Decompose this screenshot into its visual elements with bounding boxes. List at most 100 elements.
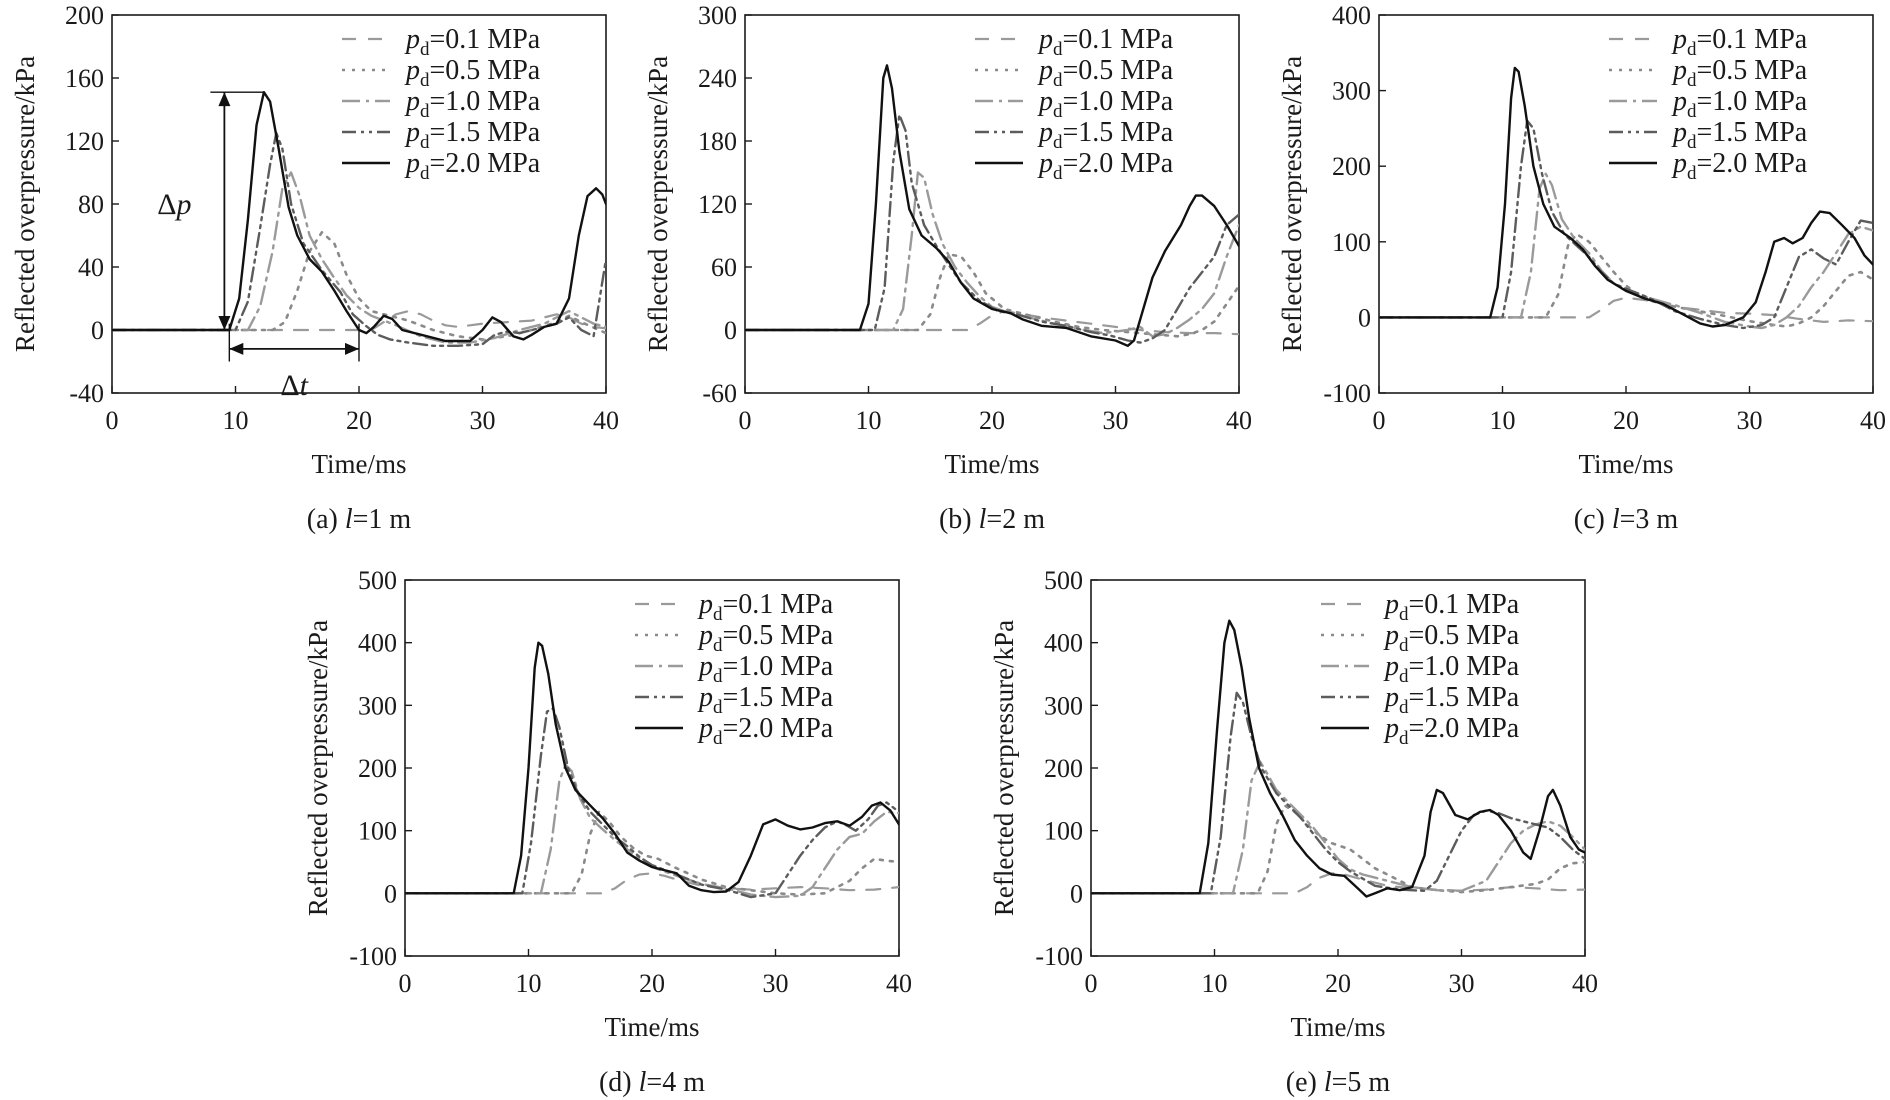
x-tick-label: 10 [856, 406, 882, 435]
series-line-10 [405, 763, 899, 899]
x-axis-label: Time/ms [1290, 1012, 1385, 1042]
y-tick-label: 60 [711, 253, 737, 282]
legend-entry: pd=1.0 MPa [1383, 651, 1520, 687]
x-tick-label: 40 [593, 406, 619, 435]
legend-entry: pd=0.5 MPa [1037, 55, 1174, 91]
legend-entry: pd=0.5 MPa [1383, 620, 1520, 656]
x-tick-label: 20 [979, 406, 1005, 435]
y-tick-label: 0 [384, 879, 397, 908]
y-tick-label: 100 [358, 817, 397, 846]
delta-t-arrowhead-right [345, 342, 359, 355]
y-tick-label: 0 [1358, 303, 1371, 332]
x-axis-label: Time/ms [1578, 449, 1673, 479]
y-tick-label: 200 [358, 754, 397, 783]
series-line-01 [405, 872, 899, 895]
y-tick-label: -40 [69, 379, 104, 408]
x-tick-label: 20 [639, 969, 665, 998]
x-tick-label: 30 [1449, 969, 1475, 998]
legend-entry: pd=1.0 MPa [1671, 86, 1808, 122]
legend-entry: pd=0.5 MPa [697, 620, 834, 656]
legend-entry: pd=1.5 MPa [1037, 117, 1174, 153]
delta-t-arrowhead-left [229, 342, 244, 355]
y-axis-label: Reflected overpressure/kPa [10, 56, 40, 352]
series-line-15 [1379, 119, 1873, 330]
x-tick-label: 10 [516, 969, 542, 998]
x-tick-label: 20 [346, 406, 372, 435]
x-tick-label: 10 [1202, 969, 1228, 998]
legend-entry: pd=1.5 MPa [697, 682, 834, 718]
y-tick-label: 400 [1044, 629, 1083, 658]
legend-entry: pd=0.1 MPa [404, 24, 541, 60]
y-tick-label: -60 [702, 379, 737, 408]
series-line-15 [745, 113, 1239, 344]
y-axis-label: Reflected overpressure/kPa [643, 56, 673, 352]
series-line-01 [112, 310, 606, 332]
delta-p-label: Δp [157, 188, 191, 221]
x-tick-label: 30 [470, 406, 496, 435]
series-line-10 [1091, 760, 1585, 895]
series-line-15 [1091, 691, 1585, 895]
legend-entry: pd=0.5 MPa [404, 55, 541, 91]
x-tick-label: 30 [763, 969, 789, 998]
y-tick-label: 80 [78, 190, 104, 219]
y-tick-label: 500 [358, 566, 397, 595]
y-tick-label: -100 [1323, 379, 1371, 408]
x-axis-label: Time/ms [311, 449, 406, 479]
panel-caption: (b) l=2 m [939, 504, 1045, 535]
delta-p-arrowhead-top [218, 92, 231, 107]
y-tick-label: 240 [698, 64, 737, 93]
x-axis-label: Time/ms [604, 1012, 699, 1042]
x-tick-label: 40 [886, 969, 912, 998]
y-tick-label: 300 [698, 1, 737, 30]
y-tick-label: 200 [1332, 152, 1371, 181]
legend-entry: pd=2.0 MPa [1037, 148, 1174, 184]
y-tick-label: 120 [698, 190, 737, 219]
x-tick-label: 40 [1226, 406, 1252, 435]
x-tick-label: 0 [1373, 406, 1386, 435]
series-line-10 [745, 171, 1239, 338]
legend-entry: pd=1.0 MPa [697, 651, 834, 687]
series-line-01 [1091, 872, 1585, 895]
series-line-01 [1379, 296, 1873, 323]
y-tick-label: 300 [358, 691, 397, 720]
x-tick-label: 10 [1490, 406, 1516, 435]
x-tick-label: 20 [1613, 406, 1639, 435]
x-tick-label: 0 [1085, 969, 1098, 998]
x-tick-label: 30 [1103, 406, 1129, 435]
panel-caption: (d) l=4 m [599, 1067, 705, 1098]
series-line-20 [1091, 619, 1585, 898]
y-tick-label: 400 [358, 629, 397, 658]
legend-entry: pd=0.1 MPa [697, 589, 834, 625]
y-tick-label: 300 [1332, 77, 1371, 106]
y-tick-label: 40 [78, 253, 104, 282]
y-axis-label: Reflected overpressure/kPa [989, 620, 1019, 916]
series-line-05 [745, 253, 1239, 338]
y-tick-label: 100 [1044, 817, 1083, 846]
y-tick-label: 120 [65, 127, 104, 156]
series-line-05 [112, 231, 606, 341]
series-line-05 [1379, 232, 1873, 328]
legend-entry: pd=2.0 MPa [1671, 148, 1808, 184]
series-line-20 [745, 64, 1239, 347]
legend-entry: pd=1.0 MPa [404, 86, 541, 122]
legend-entry: pd=1.5 MPa [1671, 117, 1808, 153]
x-axis-label: Time/ms [944, 449, 1039, 479]
x-tick-label: 0 [399, 969, 412, 998]
y-tick-label: -100 [349, 942, 397, 971]
legend-entry: pd=0.1 MPa [1037, 24, 1174, 60]
legend-entry: pd=0.1 MPa [1383, 589, 1520, 625]
series-line-01 [745, 310, 1239, 336]
panel-caption: (e) l=5 m [1286, 1067, 1391, 1098]
series-line-10 [1379, 172, 1873, 330]
panel-caption: (c) l=3 m [1574, 504, 1679, 535]
y-tick-label: 160 [65, 64, 104, 93]
series-line-10 [112, 171, 606, 344]
x-tick-label: 0 [739, 406, 752, 435]
y-axis-label: Reflected overpressure/kPa [303, 620, 333, 916]
